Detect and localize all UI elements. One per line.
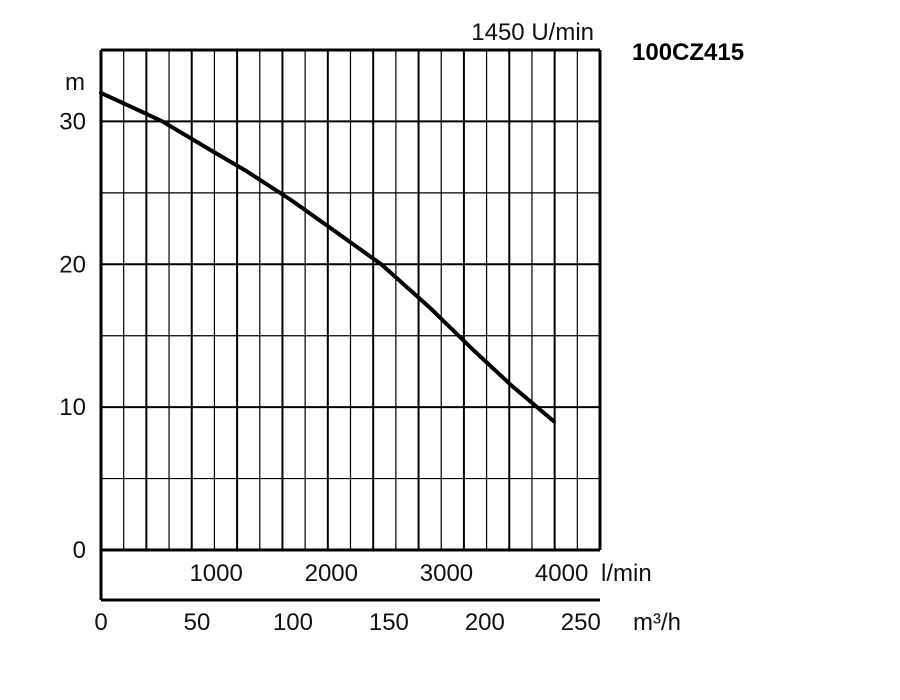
m3h-tick-labels: 0 50 100 150 200 250 xyxy=(94,609,601,636)
m3h-tick-label: 0 xyxy=(94,609,107,636)
m3h-tick-label: 150 xyxy=(369,609,409,636)
lmin-tick-label: 3000 xyxy=(420,560,473,587)
y-tick-label: 0 xyxy=(73,537,86,564)
m3h-tick-label: 100 xyxy=(273,609,313,636)
lmin-tick-label: 1000 xyxy=(189,560,242,587)
y-tick-label: 20 xyxy=(59,251,86,278)
lmin-tick-label: 4000 xyxy=(535,560,588,587)
m3h-tick-label: 250 xyxy=(561,609,601,636)
lmin-tick-labels: 1000 2000 3000 4000 xyxy=(189,560,588,587)
speed-label: 1450 U/min xyxy=(471,19,594,46)
grid xyxy=(101,50,600,550)
y-tick-label: 10 xyxy=(59,394,86,421)
m3h-unit-label: m³/h xyxy=(633,609,681,636)
y-tick-labels: 0 10 20 30 xyxy=(59,108,86,564)
lmin-tick-label: 2000 xyxy=(305,560,358,587)
m3h-tick-label: 50 xyxy=(184,609,211,636)
y-tick-label: 30 xyxy=(59,108,86,135)
m3h-tick-label: 200 xyxy=(465,609,505,636)
model-label: 100CZ415 xyxy=(632,39,744,66)
lmin-unit-label: l/min xyxy=(601,560,652,587)
head-flow-curve xyxy=(99,90,556,424)
y-unit-label: m xyxy=(65,69,85,96)
plot-frame xyxy=(99,48,602,602)
